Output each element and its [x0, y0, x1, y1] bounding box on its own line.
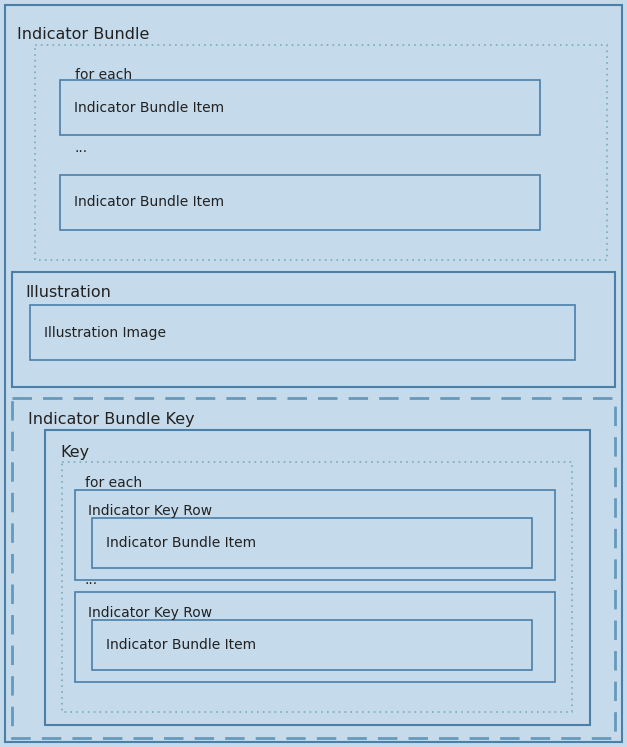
Text: Indicator Key Row: Indicator Key Row	[88, 606, 212, 620]
Bar	[92, 518, 532, 568]
Bar	[30, 305, 575, 360]
Text: Indicator Bundle Item: Indicator Bundle Item	[74, 196, 224, 209]
Bar	[60, 80, 540, 135]
Bar	[75, 490, 555, 580]
Bar	[75, 592, 555, 682]
Text: Indicator Bundle Item: Indicator Bundle Item	[106, 638, 256, 652]
Text: Indicator Bundle: Indicator Bundle	[17, 27, 149, 42]
Text: ...: ...	[85, 573, 98, 587]
Text: ...: ...	[75, 141, 88, 155]
Text: for each: for each	[85, 476, 142, 490]
Text: Key: Key	[60, 445, 89, 460]
Bar	[92, 620, 532, 670]
Text: Indicator Bundle Item: Indicator Bundle Item	[74, 101, 224, 114]
Bar	[62, 462, 572, 712]
Text: Illustration: Illustration	[25, 285, 111, 300]
Text: Indicator Bundle Key: Indicator Bundle Key	[28, 412, 194, 427]
Text: Indicator Bundle Item: Indicator Bundle Item	[106, 536, 256, 550]
Bar	[45, 430, 590, 725]
Text: Illustration Image: Illustration Image	[44, 326, 166, 339]
Bar	[12, 272, 615, 387]
Text: Indicator Key Row: Indicator Key Row	[88, 504, 212, 518]
Bar	[12, 398, 615, 738]
Bar	[60, 175, 540, 230]
Bar	[35, 45, 607, 260]
Text: for each: for each	[75, 68, 132, 82]
